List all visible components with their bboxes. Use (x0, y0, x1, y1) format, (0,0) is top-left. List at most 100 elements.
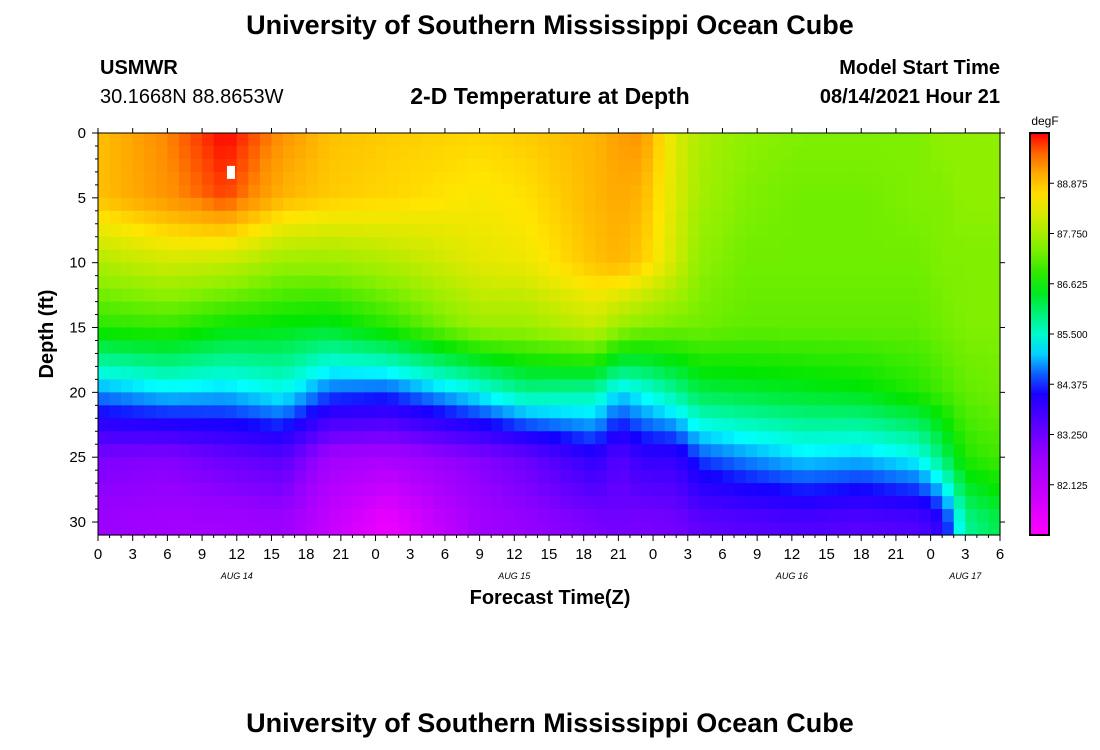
heatmap-cell (872, 457, 885, 471)
heatmap-cell (618, 301, 631, 316)
heatmap-cell (444, 301, 458, 316)
heatmap-cell (606, 158, 619, 173)
heatmap-cell (768, 171, 781, 186)
page-title: University of Southern Mississippi Ocean… (246, 10, 854, 40)
heatmap-cell (375, 457, 388, 471)
heatmap-cell (641, 249, 654, 264)
heatmap-cell (618, 133, 631, 147)
heatmap-cell (757, 184, 770, 199)
heatmap-cell (236, 366, 249, 380)
heatmap-cell (814, 158, 828, 173)
heatmap-cell (895, 288, 909, 303)
heatmap-cell (479, 184, 492, 199)
heatmap-cell (317, 509, 330, 523)
heatmap-cell (988, 197, 1001, 212)
heatmap-cell (976, 496, 990, 510)
heatmap-cell (259, 301, 273, 316)
heatmap-cell (687, 262, 700, 277)
heatmap-cell (942, 379, 955, 393)
heatmap-cell (352, 392, 365, 406)
heatmap-cell (387, 353, 400, 368)
heatmap-cell (872, 340, 885, 355)
heatmap-cell (653, 509, 666, 523)
heatmap-cell (814, 145, 828, 160)
heatmap-cell (502, 392, 515, 406)
heatmap-cell (664, 133, 677, 147)
heatmap-cell (676, 444, 689, 458)
heatmap-cell (514, 249, 527, 264)
heatmap-cell (271, 145, 284, 160)
heatmap-cell (884, 366, 897, 380)
heatmap-cell (398, 210, 411, 225)
heatmap-cell (606, 392, 619, 406)
heatmap-cell (664, 405, 677, 419)
heatmap-cell (595, 314, 608, 329)
heatmap-cell (444, 288, 458, 303)
heatmap-cell (757, 249, 770, 264)
heatmap-cell (965, 210, 978, 225)
heatmap-cell (710, 366, 724, 380)
heatmap-cell (433, 314, 446, 329)
heatmap-cell (814, 262, 828, 277)
heatmap-cell (734, 392, 747, 406)
heatmap-cell (525, 418, 539, 432)
heatmap-cell (375, 340, 388, 355)
heatmap-cell (294, 197, 307, 212)
heatmap-cell (907, 353, 920, 368)
heatmap-cell (259, 444, 273, 458)
heatmap-cell (826, 353, 839, 368)
heatmap-cell (988, 483, 1001, 497)
heatmap-cell (456, 340, 469, 355)
heatmap-cell (225, 288, 238, 303)
heatmap-cell (780, 236, 793, 251)
heatmap-cell (352, 288, 365, 303)
heatmap-cell (826, 340, 839, 355)
heatmap-cell (560, 470, 573, 484)
heatmap-cell (583, 340, 596, 355)
heatmap-cell (687, 483, 700, 497)
heatmap-cell (814, 236, 828, 251)
heatmap-cell (178, 314, 192, 329)
heatmap-cell (757, 509, 770, 523)
heatmap-cell (595, 133, 608, 147)
heatmap-cell (930, 509, 943, 523)
heatmap-cell (375, 444, 388, 458)
heatmap-cell (930, 444, 943, 458)
heatmap-cell (502, 483, 515, 497)
heatmap-cell (606, 379, 619, 393)
heatmap-cell (398, 223, 411, 238)
heatmap-cell (861, 249, 874, 264)
heatmap-cell (710, 457, 724, 471)
heatmap-cell (687, 210, 700, 225)
heatmap-cell (757, 133, 770, 147)
heatmap-cell (919, 431, 932, 445)
heatmap-cell (595, 262, 608, 277)
heatmap-cell (109, 133, 122, 147)
heatmap-cell (491, 314, 504, 329)
heatmap-cell (942, 392, 955, 406)
heatmap-cell (375, 184, 388, 199)
heatmap-cell (814, 457, 828, 471)
heatmap-cell (930, 223, 943, 238)
heatmap-cell (780, 184, 793, 199)
heatmap-cell (248, 392, 261, 406)
heatmap-cell (387, 223, 400, 238)
heatmap-cell (271, 327, 284, 342)
heatmap-cell (468, 522, 481, 536)
heatmap-cell (942, 197, 955, 212)
colorbar-tick-label: 84.375 (1057, 380, 1088, 391)
heatmap-cell (791, 249, 805, 264)
heatmap-cell (710, 158, 724, 173)
heatmap-cell (768, 444, 781, 458)
heatmap-cell (444, 444, 458, 458)
heatmap-cell (965, 392, 978, 406)
heatmap-cell (976, 405, 990, 419)
heatmap-cell (98, 236, 111, 251)
heatmap-cell (768, 223, 781, 238)
heatmap-cell (398, 236, 411, 251)
heatmap-cell (849, 249, 862, 264)
heatmap-cell (109, 262, 122, 277)
heatmap-cell (745, 483, 758, 497)
heatmap-cell (421, 444, 434, 458)
